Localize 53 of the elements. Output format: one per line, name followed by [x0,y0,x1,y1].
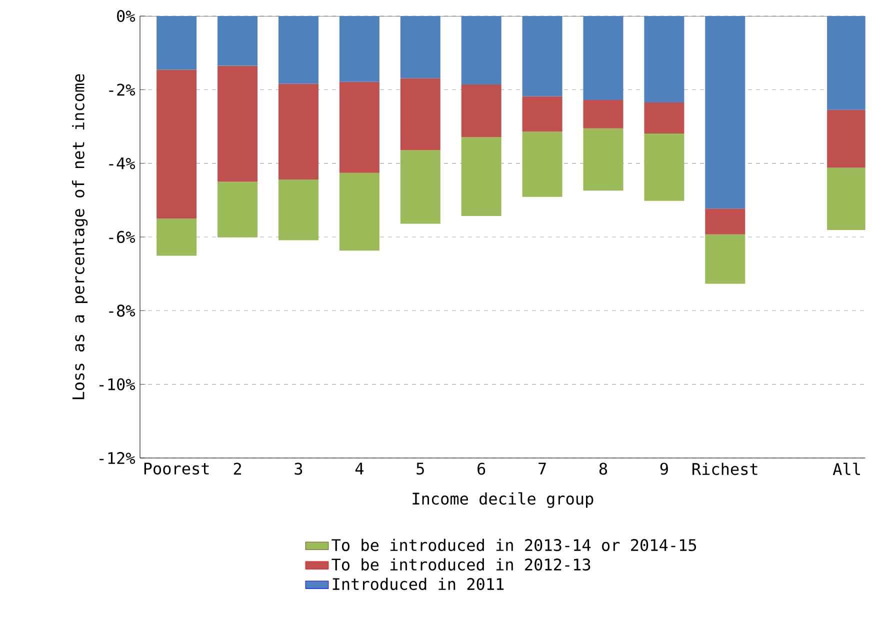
bar [339,16,380,82]
bar [705,16,746,209]
x-tick-label: 6 [478,462,486,475]
bar [218,182,258,238]
bar [644,133,684,201]
legend-label: To be introduced in 2013-14 or 2014-15 [332,538,696,552]
legend-label: To be introduced in 2012-13 [332,558,590,571]
bar [156,16,197,70]
x-axis-title: Income decile group [412,492,594,508]
bar [278,16,318,84]
bar [339,172,380,251]
x-tick-label: 5 [416,462,424,475]
x-tick-label: 3 [294,462,302,475]
bar [278,180,318,240]
bar [705,208,746,234]
x-tick-label: 8 [599,462,608,475]
bar [583,16,624,100]
y-tick-label: -10% [100,378,136,390]
bar [461,16,502,84]
bar [156,218,197,256]
bar [644,16,684,103]
bar [156,70,197,219]
legend-label: Introduced in 2011 [332,578,504,590]
x-tick-label: 2 [234,462,241,475]
bar [400,16,440,78]
bar [583,128,624,191]
bar [461,84,502,138]
x-tick-label: Poorest [144,462,209,475]
bar [705,234,746,284]
bar [339,82,380,173]
bar [218,66,258,182]
bar [644,102,684,134]
y-tick-label: 0% [117,10,136,22]
bar [522,132,562,197]
y-tick-label: -4% [109,157,136,170]
y-tick-label: -8% [109,304,136,317]
bar [400,78,440,150]
y-tick-label: -6% [109,230,136,244]
bar [461,137,502,216]
bar [400,150,440,224]
x-tick-label: Richest [692,462,758,476]
x-tick-label: 7 [538,462,546,474]
x-tick-label: 9 [660,462,668,475]
bar [522,96,562,132]
bar [522,16,562,96]
bar [583,100,624,128]
x-tick-label: 4 [355,462,364,474]
y-axis-title: Loss as a percentage of net income [72,74,88,400]
y-tick-label: -12% [100,452,136,464]
bar [218,16,258,66]
bar [278,84,318,180]
x-tick-label: All [832,462,860,475]
y-tick-label: -2% [109,84,136,96]
